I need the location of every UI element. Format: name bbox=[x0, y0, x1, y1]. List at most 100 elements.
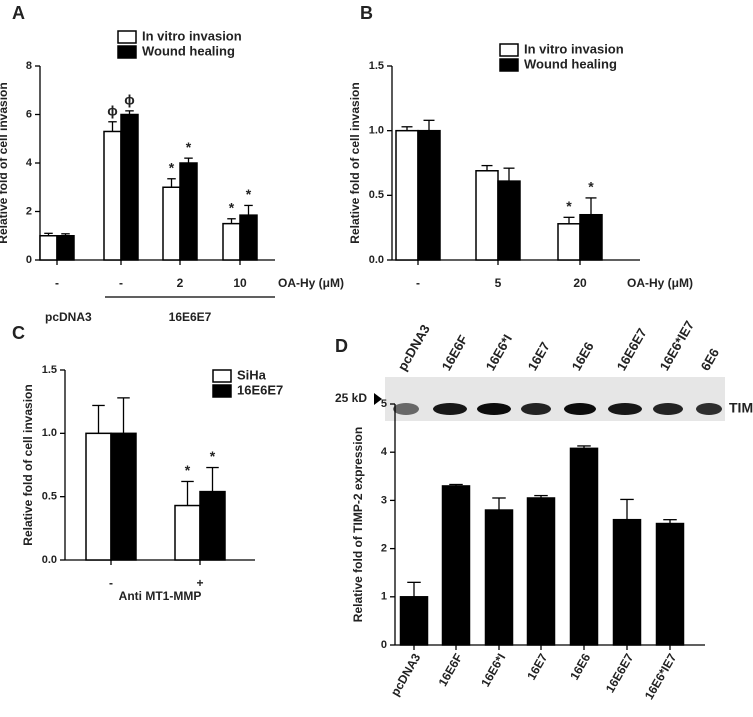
blot-marker: 25 kD bbox=[335, 391, 367, 405]
error-bar bbox=[401, 126, 413, 131]
panel-label: A bbox=[12, 3, 25, 23]
bar bbox=[39, 235, 58, 261]
error-bar bbox=[563, 216, 575, 224]
annotation: * bbox=[246, 186, 252, 202]
y-axis-label: Relative fold of cell invasion bbox=[348, 82, 362, 243]
annotation: ϕ bbox=[107, 102, 118, 118]
annotation: ϕ bbox=[124, 92, 135, 108]
bar bbox=[497, 180, 521, 261]
annotation: * bbox=[169, 159, 175, 175]
blot-band bbox=[393, 403, 419, 415]
annotation: * bbox=[186, 139, 192, 155]
legend-swatch bbox=[499, 58, 519, 72]
legend-label: 16E6E7 bbox=[237, 382, 283, 397]
legend-label: Wound healing bbox=[524, 56, 617, 71]
bar bbox=[120, 113, 139, 261]
blot-band bbox=[477, 403, 511, 415]
blot-band bbox=[608, 403, 642, 415]
x-tick-label: pcDNA3 bbox=[388, 651, 424, 699]
panel-label: D bbox=[335, 336, 348, 356]
bar bbox=[441, 485, 471, 646]
annotation: * bbox=[588, 179, 594, 195]
bar bbox=[239, 214, 258, 261]
y-tick-label: 0.0 bbox=[42, 554, 57, 566]
lane-label: 16E6*IE7 bbox=[657, 318, 697, 373]
error-bar bbox=[407, 581, 421, 597]
bar bbox=[399, 596, 429, 646]
error-bar bbox=[61, 233, 70, 236]
blot-band bbox=[696, 403, 722, 415]
x-tick-label: 2 bbox=[177, 276, 184, 290]
x-tick-label: - bbox=[416, 276, 420, 290]
x-axis-label: OA-Hy (μM) bbox=[627, 276, 693, 290]
error-bar bbox=[181, 480, 194, 506]
y-tick-label: 0.5 bbox=[42, 491, 57, 503]
y-tick-label: 0 bbox=[381, 639, 387, 651]
bar bbox=[222, 222, 241, 261]
y-tick-label: 8 bbox=[26, 60, 32, 72]
bar bbox=[174, 504, 201, 561]
y-tick-label: 4 bbox=[26, 157, 33, 169]
y-tick-label: 0.0 bbox=[369, 254, 384, 266]
lane-label: 6E6 bbox=[698, 346, 723, 374]
error-bar bbox=[227, 218, 236, 224]
bar bbox=[162, 186, 181, 261]
y-tick-label: 4 bbox=[381, 446, 388, 458]
error-bar bbox=[108, 121, 117, 132]
bar bbox=[110, 432, 137, 561]
error-bar bbox=[534, 494, 548, 498]
x-tick-label: 16E6*IE7 bbox=[642, 651, 680, 702]
error-bar bbox=[423, 119, 435, 131]
lane-label: pcDNA3 bbox=[395, 322, 433, 373]
error-bar bbox=[449, 483, 463, 486]
x-tick-label: - bbox=[119, 276, 123, 290]
error-bar bbox=[577, 445, 591, 449]
x-tick-label: 16E6F bbox=[436, 651, 466, 689]
x-tick-label: 16E6E7 bbox=[603, 651, 637, 695]
panel-label: C bbox=[12, 323, 25, 343]
bar bbox=[655, 522, 685, 646]
y-axis-label: Relative fold of TIMP-2 expression bbox=[351, 427, 365, 622]
annotation: * bbox=[185, 462, 191, 478]
legend-swatch bbox=[117, 45, 137, 59]
y-tick-label: 2 bbox=[381, 543, 387, 555]
error-bar bbox=[167, 178, 176, 188]
bar bbox=[103, 130, 122, 261]
lane-label: 16E6 bbox=[569, 339, 597, 373]
group-label: pcDNA3 bbox=[45, 310, 92, 324]
x-tick-label: - bbox=[109, 576, 113, 590]
y-axis-label: Relative fold of cell invasion bbox=[21, 384, 35, 545]
x-tick-label: 5 bbox=[495, 276, 502, 290]
bar bbox=[579, 213, 603, 261]
error-bar bbox=[125, 110, 134, 115]
panel-label: B bbox=[360, 3, 373, 23]
lane-label: 16E6E7 bbox=[614, 326, 650, 374]
error-bar bbox=[92, 404, 105, 434]
bar bbox=[417, 129, 441, 261]
group-label: 16E6E7 bbox=[169, 310, 212, 324]
annotation: * bbox=[566, 198, 572, 214]
lane-label: 16E6F bbox=[439, 332, 471, 373]
x-axis-label: Anti MT1-MMP bbox=[119, 589, 202, 603]
bar bbox=[179, 162, 198, 261]
bar bbox=[569, 447, 599, 646]
error-bar bbox=[244, 204, 253, 216]
error-bar bbox=[503, 167, 515, 182]
blot-arrow bbox=[374, 393, 382, 405]
y-tick-label: 1.0 bbox=[42, 427, 57, 439]
x-tick-label: 16E7 bbox=[524, 651, 550, 683]
error-bar bbox=[44, 232, 53, 236]
legend-swatch bbox=[212, 369, 232, 383]
bar bbox=[526, 497, 556, 646]
error-bar bbox=[184, 157, 193, 163]
blot-band bbox=[653, 403, 683, 415]
x-tick-label: 16E6 bbox=[567, 651, 593, 683]
error-bar bbox=[492, 497, 506, 511]
y-tick-label: 0.5 bbox=[369, 189, 384, 201]
y-tick-label: 6 bbox=[26, 108, 32, 120]
legend-label: SiHa bbox=[237, 367, 267, 382]
legend-label: In vitro invasion bbox=[524, 41, 624, 56]
y-tick-label: 1 bbox=[381, 591, 387, 603]
lane-label: 16E7 bbox=[525, 339, 553, 373]
x-tick-label: + bbox=[196, 576, 203, 590]
